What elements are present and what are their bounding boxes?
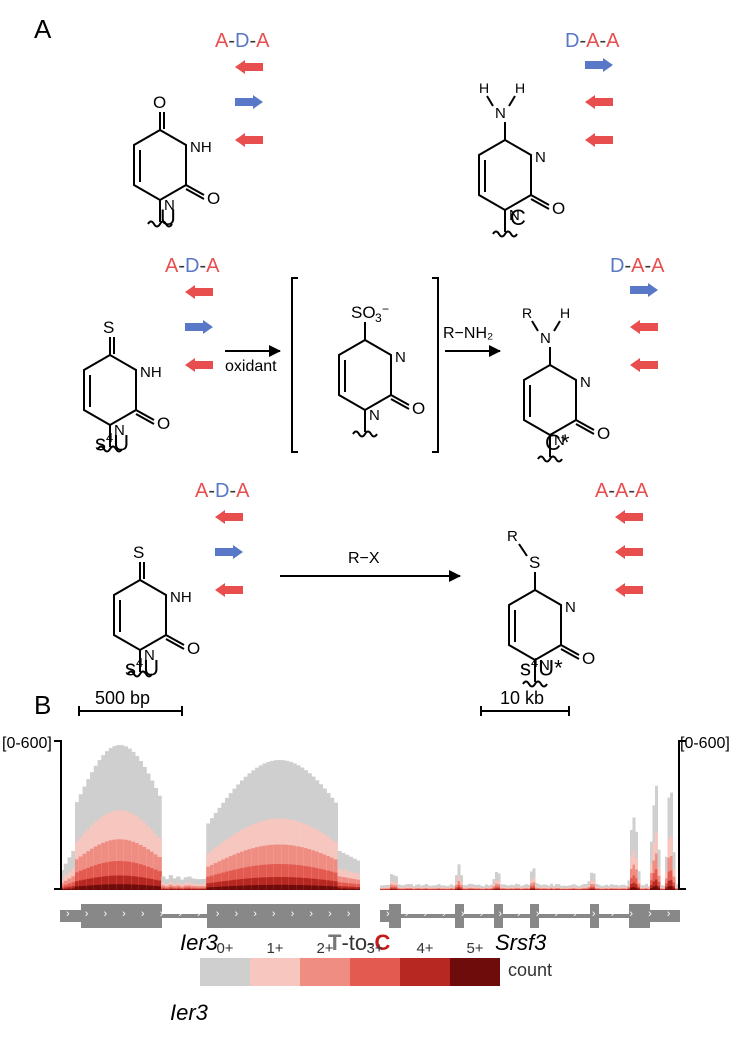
hbond-arrow xyxy=(235,133,263,147)
structure-s4U-a xyxy=(60,265,240,465)
svg-text:3: 3 xyxy=(375,311,382,325)
reaction-arrow xyxy=(445,350,500,352)
reagent-rx: R−X xyxy=(348,550,380,568)
hbond-arrow xyxy=(615,510,643,524)
hbond-arrow xyxy=(615,545,643,559)
panel-a-label: A xyxy=(34,14,51,45)
track-srsf3: 10 kb › › › › › › › › › › › › › › › › › … xyxy=(380,740,680,1040)
scale-label-left: 500 bp xyxy=(95,688,150,709)
hbond-arrow xyxy=(235,60,263,74)
pattern-s4Ustar: A-A-A xyxy=(595,480,648,503)
pattern-U: A-D-A xyxy=(215,30,269,53)
reagent-rnh2: R−NH₂ xyxy=(443,325,493,343)
legend-count: count xyxy=(508,960,552,981)
scale-label-right: 10 kb xyxy=(500,688,544,709)
svg-text:−: − xyxy=(382,302,389,316)
reaction-arrow xyxy=(225,350,280,352)
svg-text:SO: SO xyxy=(351,303,376,322)
name-Cstar: C* xyxy=(545,430,569,456)
legend-ticks: 0+1+2+3+4+5+ xyxy=(200,940,500,957)
hbond-arrow xyxy=(215,545,243,559)
gene-name-ier3: Ier3 xyxy=(170,1000,208,1026)
hbond-arrow xyxy=(630,358,658,372)
pattern-s4U-a: A-D-A xyxy=(165,255,219,278)
hbond-arrow xyxy=(185,285,213,299)
pattern-C: D-A-A xyxy=(565,30,619,53)
hbond-arrow xyxy=(235,95,263,109)
structure-U xyxy=(110,40,290,240)
pattern-s4U-b: A-D-A xyxy=(195,480,249,503)
svg-text:R: R xyxy=(507,530,518,545)
hbond-arrow xyxy=(215,510,243,524)
hbond-arrow xyxy=(585,58,613,72)
scale-bar-left xyxy=(78,710,183,712)
name-C: C xyxy=(510,205,526,231)
yrange-right: [0-600] xyxy=(680,735,730,753)
yrange-left: [0-600] xyxy=(2,735,52,753)
hbond-arrow xyxy=(630,320,658,334)
intermediate-box: SO 3 − xyxy=(290,270,440,450)
name-U: U xyxy=(160,205,176,231)
hbond-arrow xyxy=(615,583,643,597)
pattern-Cstar: D-A-A xyxy=(610,255,664,278)
hbond-arrow xyxy=(630,283,658,297)
hbond-arrow xyxy=(185,320,213,334)
scale-bar-right xyxy=(480,710,570,712)
svg-text:S: S xyxy=(529,553,540,572)
svg-text:H: H xyxy=(560,305,570,321)
name-s4Ustar: s4U* xyxy=(520,655,563,681)
gene-name-srsf3-lbl: Srsf3 xyxy=(495,930,546,956)
track-ier3: 500 bp › › › › › › › › › › › › › › › › ›… xyxy=(60,740,360,1040)
name-s4U-a: s4U xyxy=(95,430,129,456)
hbond-arrow xyxy=(185,358,213,372)
reagent-oxidant: oxidant xyxy=(225,358,277,376)
legend-colorbar xyxy=(200,958,500,982)
structure-s4U-b xyxy=(90,490,270,690)
hbond-arrow xyxy=(585,95,613,109)
name-s4U-b: s4U xyxy=(125,655,159,681)
panel-b-label: B xyxy=(34,690,51,721)
reaction-arrow xyxy=(280,575,460,577)
hbond-arrow xyxy=(215,583,243,597)
svg-text:N: N xyxy=(540,330,551,347)
hbond-arrow xyxy=(585,133,613,147)
svg-text:R: R xyxy=(522,305,532,321)
